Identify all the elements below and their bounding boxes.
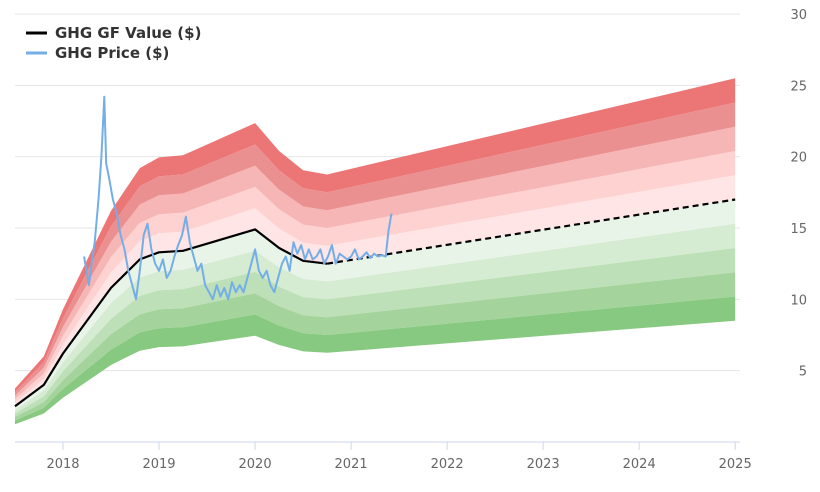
gf-value-line xyxy=(14,228,328,408)
x-tick-label: 2024 xyxy=(623,457,656,472)
y-tick-label: 5 xyxy=(799,365,807,380)
upper-band-5 xyxy=(15,78,736,393)
x-tick-label: 2022 xyxy=(431,457,464,472)
lower-band-4 xyxy=(15,272,736,421)
lower-band-5 xyxy=(15,296,736,425)
lower-band-1 xyxy=(15,199,736,410)
gf-value-projection-line xyxy=(326,198,736,265)
legend[interactable]: GHG GF Value ($) GHG Price ($) xyxy=(26,24,201,62)
x-tick-label: 2023 xyxy=(527,457,560,472)
x-tick-label: 2020 xyxy=(239,457,272,472)
lower-band-3 xyxy=(15,248,736,417)
x-tick-label: 2025 xyxy=(719,457,752,472)
x-tick-label: 2018 xyxy=(46,457,79,472)
upper-band-2 xyxy=(15,151,736,403)
series-lines xyxy=(14,95,736,408)
y-tick-label: 20 xyxy=(790,151,807,166)
upper-band-4 xyxy=(15,102,736,396)
y-tick-label: 25 xyxy=(790,79,807,94)
lower-band-2 xyxy=(15,223,736,414)
y-tick-label: 30 xyxy=(790,8,807,23)
legend-label-price[interactable]: GHG Price ($) xyxy=(55,44,169,62)
price-line xyxy=(83,95,393,301)
y-tick-label: 15 xyxy=(790,222,807,237)
x-tick-label: 2021 xyxy=(335,457,368,472)
upper-band-3 xyxy=(15,126,736,400)
legend-label-gf-value[interactable]: GHG GF Value ($) xyxy=(55,24,201,42)
x-tick-label: 2019 xyxy=(142,457,175,472)
y-tick-label: 10 xyxy=(790,293,807,308)
upper-band-1 xyxy=(15,175,736,407)
value-bands xyxy=(15,78,736,425)
